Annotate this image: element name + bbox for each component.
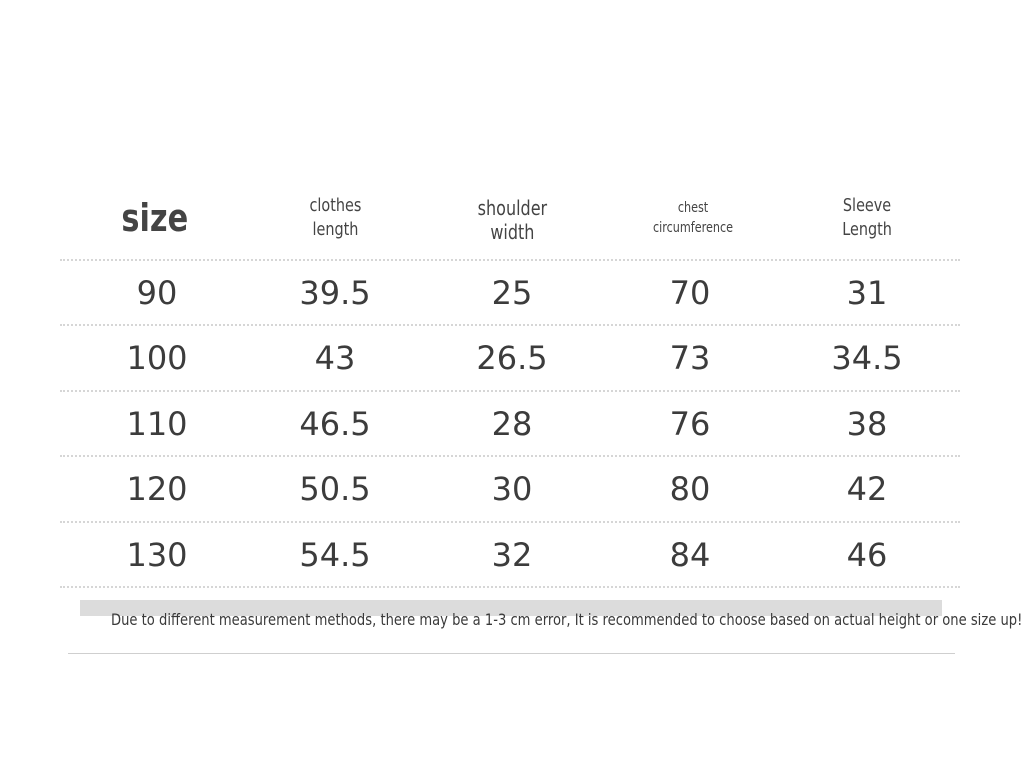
table-cell: 39.5 xyxy=(299,273,371,312)
table-cell: 110 xyxy=(126,404,188,443)
header-sleeve-length: Sleeve Length xyxy=(782,188,952,248)
table-cell: 34.5 xyxy=(831,338,903,377)
header-clothes-length: clothes length xyxy=(250,188,420,248)
row-divider xyxy=(60,586,960,588)
table-cell: 130 xyxy=(126,535,188,574)
table-cell: 30 xyxy=(491,469,533,508)
bottom-divider xyxy=(68,653,955,654)
table-cell: 100 xyxy=(126,338,188,377)
table-cell: 54.5 xyxy=(299,535,371,574)
header-line: clothes xyxy=(309,195,361,216)
table-cell: 120 xyxy=(126,469,188,508)
header-line: Sleeve xyxy=(842,195,892,216)
table-cell: 84 xyxy=(669,535,711,574)
header-line: shoulder xyxy=(477,196,547,220)
table-cell: 70 xyxy=(669,273,711,312)
header-line: width xyxy=(489,220,535,244)
header-line: length xyxy=(312,219,358,240)
header-clothes-length-text: clothes length xyxy=(309,194,361,242)
row-divider xyxy=(60,259,960,261)
table-cell: 31 xyxy=(846,273,888,312)
table-row: 90 39.5 25 70 31 xyxy=(0,260,1024,325)
header-chest-circumference: chest circumference xyxy=(608,188,778,248)
header-line: circumference xyxy=(652,220,734,236)
table-cell: 26.5 xyxy=(476,338,548,377)
table-cell: 73 xyxy=(669,338,711,377)
table-cell: 25 xyxy=(491,273,533,312)
table-cell: 46 xyxy=(846,535,888,574)
table-cell: 43 xyxy=(314,338,356,377)
measurement-note: Due to different measurement methods, th… xyxy=(111,610,1023,629)
header-line: chest xyxy=(677,200,709,216)
header-size: size xyxy=(70,188,240,248)
row-divider xyxy=(60,521,960,523)
note-highlight-bar xyxy=(80,600,942,616)
table-cell: 50.5 xyxy=(299,469,371,508)
table-cell: 28 xyxy=(491,404,533,443)
table-cell: 42 xyxy=(846,469,888,508)
header-chest-circumference-text: chest circumference xyxy=(653,198,733,238)
table-cell: 80 xyxy=(669,469,711,508)
table-cell: 76 xyxy=(669,404,711,443)
header-shoulder-width-text: shoulder width xyxy=(477,196,546,244)
table-row: 120 50.5 30 80 42 xyxy=(0,456,1024,521)
header-sleeve-length-text: Sleeve Length xyxy=(842,194,892,242)
row-divider xyxy=(60,455,960,457)
table-cell: 32 xyxy=(491,535,533,574)
table-row: 100 43 26.5 73 34.5 xyxy=(0,325,1024,390)
table-cell: 38 xyxy=(846,404,888,443)
row-divider xyxy=(60,390,960,392)
table-cell: 90 xyxy=(136,273,178,312)
header-size-text: size xyxy=(121,196,189,240)
header-line: Length xyxy=(842,219,892,240)
table-cell: 46.5 xyxy=(299,404,371,443)
table-row: 110 46.5 28 76 38 xyxy=(0,391,1024,456)
row-divider xyxy=(60,324,960,326)
header-shoulder-width: shoulder width xyxy=(427,190,597,250)
table-row: 130 54.5 32 84 46 xyxy=(0,522,1024,587)
